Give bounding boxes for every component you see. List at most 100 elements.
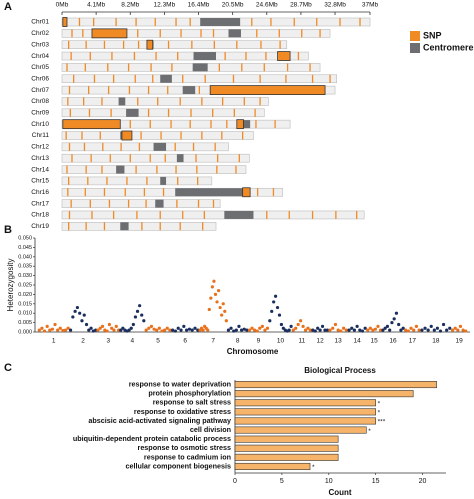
highlight-region bbox=[91, 28, 128, 39]
y-tick-label: 0.010 bbox=[18, 311, 32, 317]
category-label: response to osmotic stress bbox=[138, 443, 231, 452]
chromosome-label: Chr05 bbox=[31, 64, 49, 71]
y-tick-label: 0.040 bbox=[18, 254, 32, 260]
x-tick-label: 0Mb bbox=[56, 2, 69, 9]
point bbox=[401, 326, 405, 330]
chromosome bbox=[61, 51, 309, 61]
point bbox=[409, 326, 413, 330]
point bbox=[82, 313, 86, 317]
chromosome-label: Chr12 bbox=[31, 144, 49, 151]
highlight-region bbox=[209, 85, 326, 95]
centromere bbox=[155, 199, 164, 208]
y-tick-label: 0.030 bbox=[18, 273, 32, 279]
point bbox=[363, 326, 367, 330]
x-tick-label: 8 bbox=[236, 338, 240, 345]
x-tick-label: 12.3Mb bbox=[154, 2, 176, 9]
point bbox=[301, 324, 305, 328]
point bbox=[216, 289, 221, 293]
point bbox=[323, 328, 327, 332]
point bbox=[376, 324, 380, 328]
centromere bbox=[160, 74, 172, 83]
point bbox=[464, 329, 468, 333]
x-tick-label: 18 bbox=[432, 338, 440, 345]
highlight-region bbox=[236, 119, 244, 130]
point bbox=[429, 324, 433, 328]
point bbox=[325, 328, 330, 332]
point bbox=[350, 326, 354, 330]
bar bbox=[234, 444, 339, 452]
point bbox=[445, 328, 449, 332]
point bbox=[71, 315, 75, 319]
x-tick-label: 17 bbox=[409, 338, 417, 345]
centromere bbox=[193, 52, 216, 61]
x-tick-label: 6 bbox=[183, 338, 187, 345]
point bbox=[63, 328, 68, 332]
category-label: response to salt stress bbox=[153, 398, 231, 407]
point bbox=[448, 326, 452, 330]
centromere bbox=[228, 29, 241, 38]
point bbox=[98, 326, 102, 330]
point bbox=[336, 328, 340, 332]
point bbox=[275, 305, 280, 310]
category-label: response to oxidative stress bbox=[134, 407, 231, 416]
category-label: cell division bbox=[190, 425, 231, 434]
point bbox=[201, 328, 205, 332]
significance: * bbox=[378, 410, 381, 417]
point bbox=[232, 329, 236, 333]
x-tick-label: 8.2Mb bbox=[121, 2, 139, 9]
point bbox=[311, 328, 315, 332]
point bbox=[333, 322, 338, 327]
point bbox=[360, 329, 365, 333]
point bbox=[270, 309, 274, 313]
panel-label: A bbox=[4, 1, 12, 13]
centromere bbox=[153, 142, 167, 151]
point bbox=[390, 321, 394, 325]
point bbox=[272, 300, 276, 304]
centromere bbox=[243, 120, 251, 129]
chromosome bbox=[61, 29, 331, 38]
point bbox=[160, 329, 164, 333]
point bbox=[94, 328, 98, 332]
chromosome-label: Chr13 bbox=[31, 155, 49, 162]
point bbox=[245, 328, 249, 332]
x-tick-label: 10 bbox=[277, 338, 285, 345]
panel-label: B bbox=[4, 224, 12, 236]
point bbox=[247, 328, 252, 332]
point bbox=[129, 326, 133, 330]
x-tick-label: 20.5Mb bbox=[222, 2, 244, 9]
bar bbox=[234, 408, 376, 416]
centromere bbox=[192, 63, 208, 72]
bar bbox=[234, 462, 311, 470]
point bbox=[385, 324, 390, 328]
point bbox=[339, 329, 343, 333]
point bbox=[61, 328, 65, 333]
point bbox=[119, 328, 123, 332]
y-tick-label: 0.005 bbox=[18, 320, 32, 326]
point bbox=[73, 309, 77, 313]
point bbox=[221, 302, 225, 306]
point bbox=[291, 328, 295, 332]
point bbox=[392, 317, 396, 321]
point bbox=[131, 322, 135, 327]
point bbox=[66, 326, 70, 330]
point bbox=[48, 328, 52, 332]
point bbox=[138, 304, 142, 308]
point bbox=[450, 328, 455, 332]
y-tick-label: 0.025 bbox=[18, 282, 32, 288]
chromosome-label: Chr07 bbox=[31, 87, 49, 94]
point bbox=[96, 328, 100, 332]
highlight-region bbox=[62, 17, 68, 27]
chromosome bbox=[61, 74, 338, 84]
point bbox=[260, 324, 264, 328]
point bbox=[388, 328, 392, 332]
legend-label: Centromere bbox=[423, 42, 474, 52]
point bbox=[206, 328, 210, 332]
point bbox=[456, 328, 460, 332]
x-tick-label: 7 bbox=[211, 338, 215, 345]
point bbox=[328, 328, 332, 332]
chromosome bbox=[61, 97, 269, 106]
y-tick-label: 0.015 bbox=[18, 301, 32, 307]
point bbox=[417, 328, 421, 332]
point bbox=[320, 324, 325, 328]
